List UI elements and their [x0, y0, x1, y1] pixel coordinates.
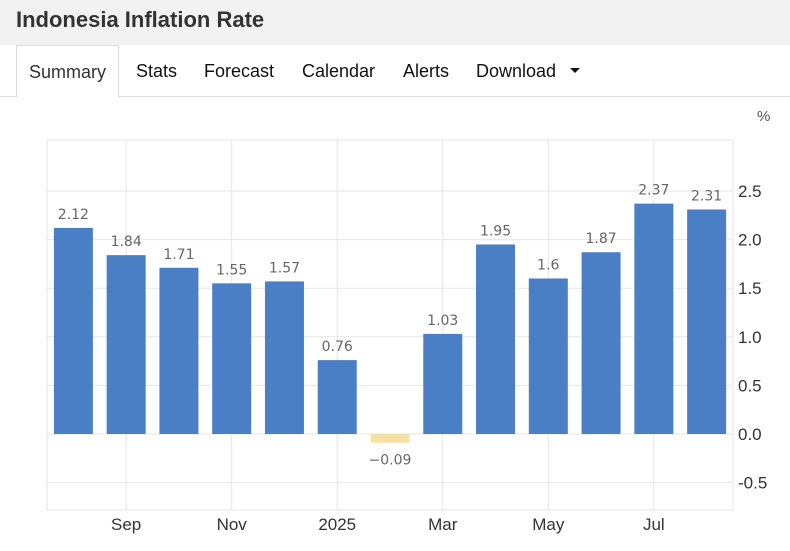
bar-value-label: 1.87: [585, 231, 616, 247]
bar: [423, 333, 463, 434]
bar-value-label: 1.03: [427, 313, 458, 329]
y-tick-label: 1.5: [738, 279, 762, 298]
bar-value-label: 2.31: [691, 188, 722, 204]
tab-calendar[interactable]: Calendar: [302, 45, 375, 97]
tab-download[interactable]: Download: [476, 45, 581, 97]
x-tick-label: Nov: [217, 515, 248, 534]
y-tick-label: 0.5: [738, 376, 762, 395]
bar: [106, 255, 146, 434]
y-tick-label: -0.5: [738, 474, 767, 493]
bar: [687, 209, 727, 434]
bar: [212, 283, 252, 434]
tab-bar: Summary Stats Forecast Calendar Alerts D…: [0, 45, 790, 98]
bar: [53, 227, 93, 434]
y-tick-label: 2.5: [738, 182, 762, 201]
bar-value-label: 1.84: [111, 234, 142, 250]
bar: [476, 244, 516, 434]
bar-value-label: 1.6: [537, 257, 559, 273]
bar-value-label: 2.12: [58, 207, 89, 223]
tab-download-label: Download: [476, 61, 557, 81]
y-tick-label: 0.0: [738, 425, 762, 444]
x-tick-label: May: [532, 515, 565, 534]
x-tick-label: Sep: [111, 515, 141, 534]
y-axis-unit: %: [757, 108, 771, 125]
tab-summary-label: Summary: [29, 62, 107, 82]
x-tick-label: Mar: [428, 515, 458, 534]
tab-calendar-label: Calendar: [302, 61, 376, 81]
inflation-bar-chart: 2.5 2.0 1.5 1.0 0.5 0.0 -0.5 Sep Nov 2025 Mar May Ju…: [46, 139, 767, 534]
tab-summary[interactable]: Summary: [16, 45, 120, 98]
bar: [634, 203, 674, 434]
page-title: Indonesia Inflation Rate: [16, 7, 265, 32]
bar: [370, 434, 410, 443]
bar-value-label: 0.76: [322, 339, 353, 355]
bar: [159, 267, 199, 434]
bar-value-label: 1.55: [216, 262, 247, 278]
bar: [581, 252, 621, 434]
page-header: Indonesia Inflation Rate: [0, 0, 790, 45]
tab-forecast-label: Forecast: [204, 61, 275, 81]
chart-area: % 2.5 2.0 1.5 1.0 0.5 0.0 -0.5 Sep Nov 2025 Mar May…: [0, 98, 790, 551]
x-tick-label: Jul: [643, 515, 665, 534]
bar-value-label: −0.09: [369, 453, 412, 469]
bar-value-label: 1.57: [269, 260, 300, 276]
y-tick-label: 2.0: [738, 231, 762, 250]
x-tick-label: 2025: [318, 515, 356, 534]
bar: [317, 360, 357, 434]
tab-stats[interactable]: Stats: [136, 45, 177, 97]
chevron-down-icon: [570, 67, 581, 73]
bar-value-label: 1.95: [480, 223, 511, 239]
tab-forecast[interactable]: Forecast: [204, 45, 274, 97]
y-tick-label: 1.0: [738, 328, 762, 347]
bar: [264, 281, 304, 434]
bar-value-label: 1.71: [163, 247, 194, 263]
bar-value-label: 2.37: [638, 183, 669, 199]
tab-alerts[interactable]: Alerts: [403, 45, 449, 97]
bar: [528, 278, 568, 434]
plot-frame: [46, 139, 734, 511]
tab-stats-label: Stats: [136, 61, 178, 81]
tab-alerts-label: Alerts: [403, 61, 450, 81]
